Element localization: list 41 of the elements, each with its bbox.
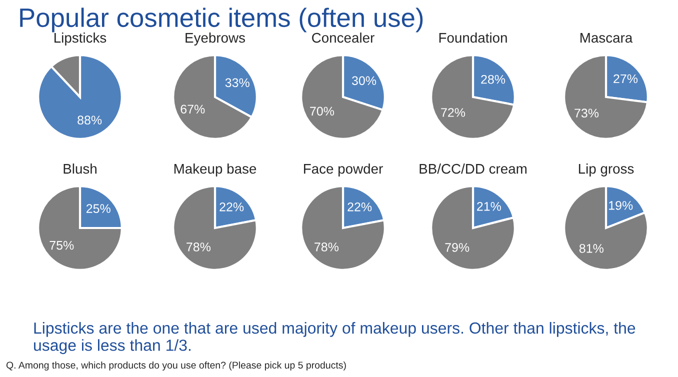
pie-slice: [563, 185, 649, 271]
data-label: 27%: [614, 74, 638, 84]
pie-slice: [172, 185, 258, 271]
chart-title: Foundation: [439, 32, 507, 43]
pie-slice: [300, 185, 386, 271]
data-label: 33%: [225, 78, 250, 88]
data-label: 78%: [186, 242, 211, 252]
data-label: 19%: [609, 201, 633, 210]
data-label: 21%: [477, 202, 501, 211]
chart-title: BB/CC/DD cream: [420, 164, 526, 174]
chart-title: Lipsticks: [54, 32, 106, 46]
chart-title: Eyebrows: [186, 32, 245, 46]
data-label: 25%: [86, 204, 110, 213]
pie-slice: [37, 185, 123, 271]
data-label: 70%: [310, 106, 334, 116]
pie-slice: [430, 185, 516, 271]
pie-slice: [37, 54, 123, 140]
data-label: 67%: [180, 104, 205, 114]
data-label: 72%: [441, 108, 466, 117]
pie-slice: [300, 54, 384, 140]
text: Q. Among those, which products do you use often? (Please pick up 5 products): [6, 361, 346, 371]
data-label: 81%: [579, 244, 604, 253]
pie-slice: [563, 54, 649, 140]
data-label: 28%: [481, 74, 506, 84]
chart-title: Face powder: [304, 164, 383, 176]
chart-title: Blush: [64, 164, 96, 174]
chart-title: Mascara: [580, 33, 633, 43]
data-label: 88%: [78, 116, 102, 125]
text: Lipsticks are the one that are used majority of makeup users. Other than lipsticks, the usage is less than 1/3.: [34, 322, 636, 354]
data-label: 78%: [314, 242, 339, 252]
chart-title: Concealer: [312, 32, 374, 43]
chart-title: Lip gross: [578, 164, 634, 176]
text: Popular cosmetic items (often use): [20, 8, 423, 32]
data-label: 30%: [352, 76, 376, 86]
data-label: 73%: [574, 108, 599, 118]
data-label: 22%: [220, 202, 244, 212]
pie-slice: [430, 54, 516, 140]
chart-title: Makeup base: [174, 164, 256, 176]
data-label: 75%: [50, 240, 74, 250]
data-label: 22%: [348, 202, 372, 212]
data-label: 79%: [445, 243, 470, 252]
